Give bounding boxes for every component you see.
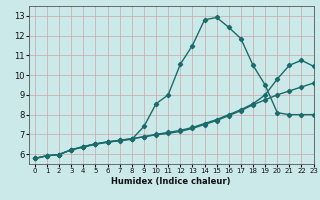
X-axis label: Humidex (Indice chaleur): Humidex (Indice chaleur) [111, 177, 231, 186]
